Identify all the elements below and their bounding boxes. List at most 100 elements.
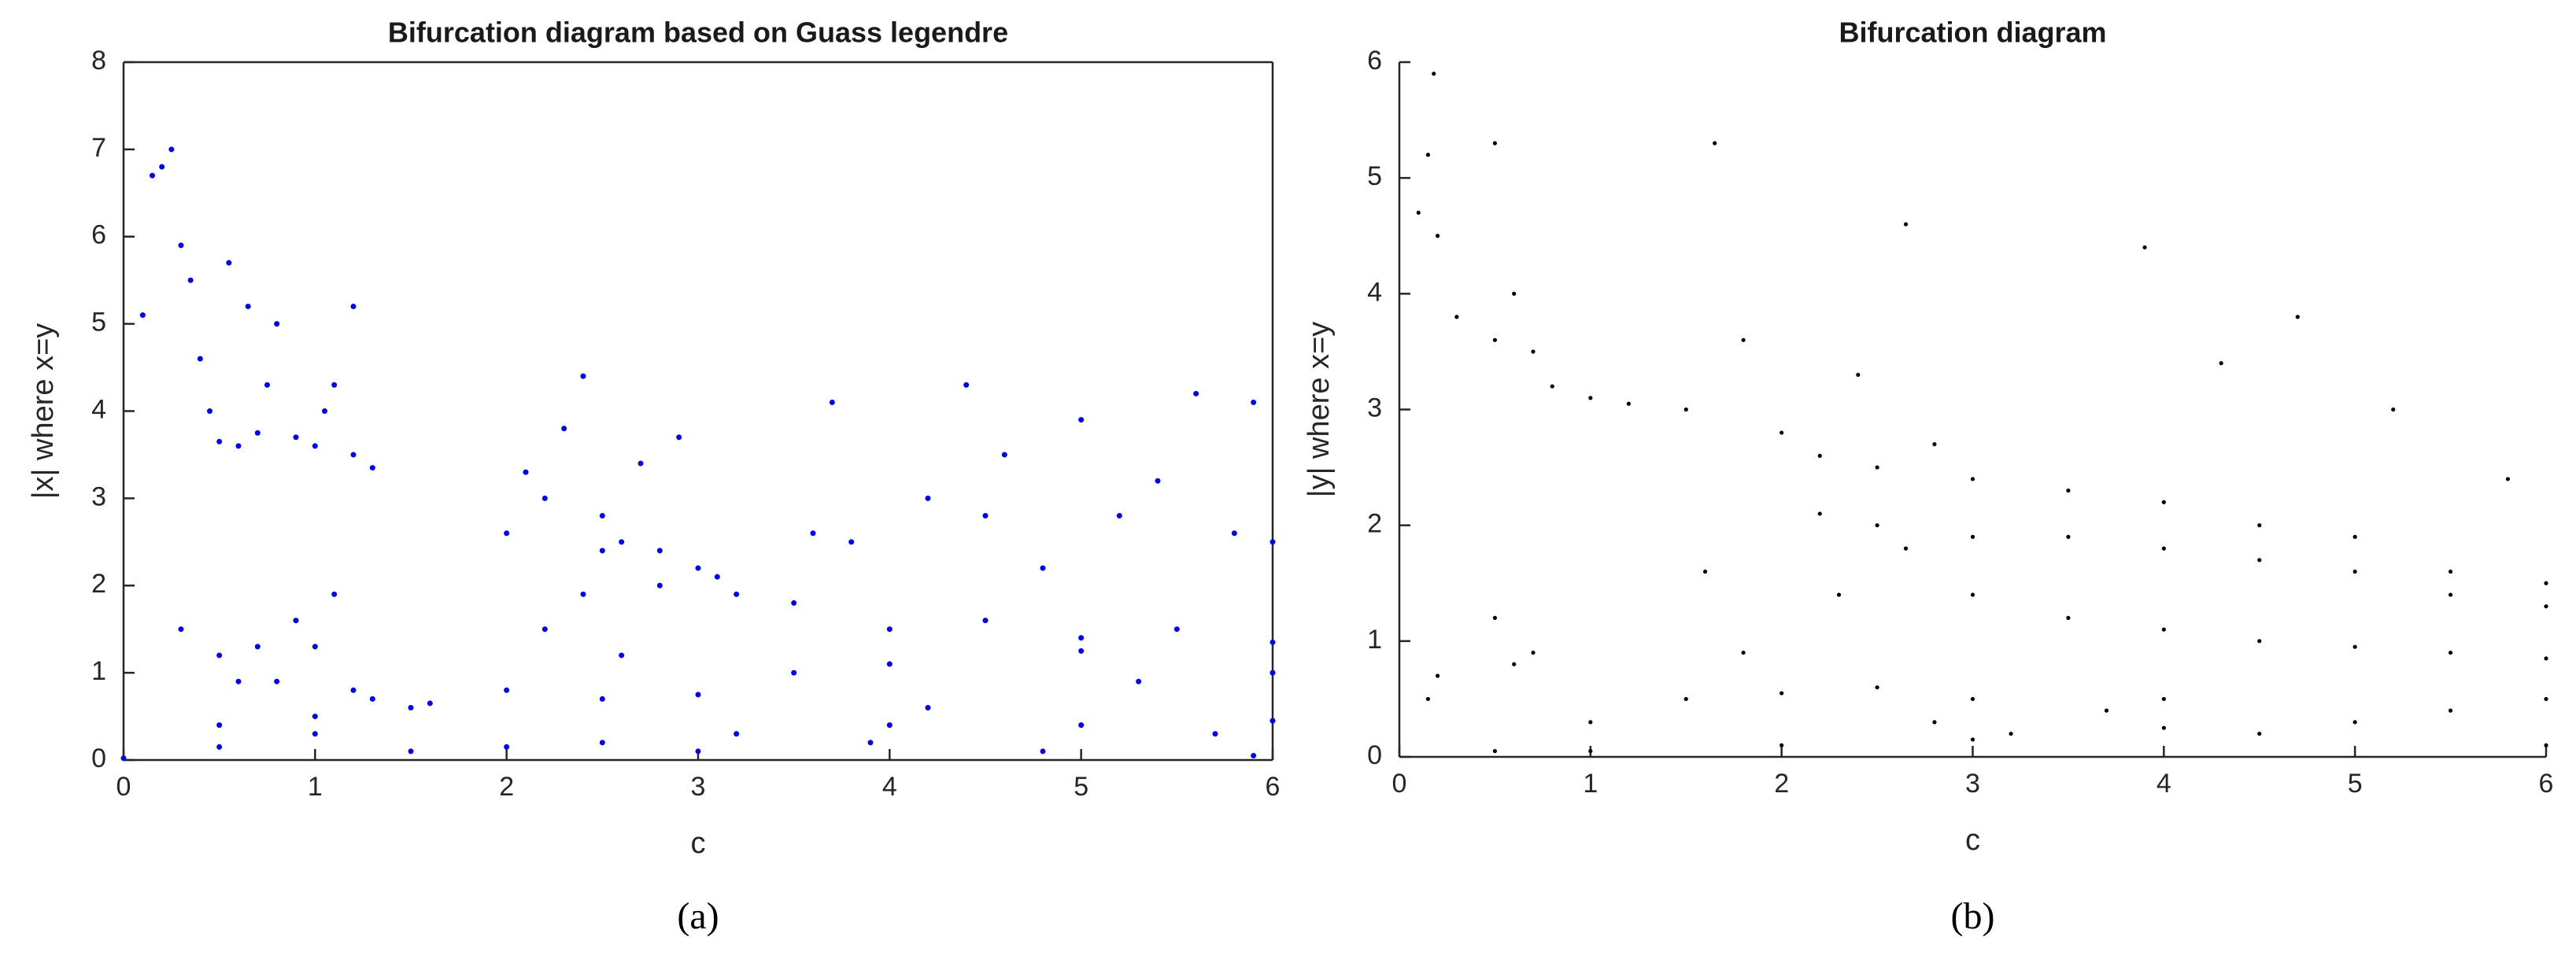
point: [2295, 315, 2300, 319]
point: [2391, 407, 2396, 412]
point: [580, 591, 586, 597]
point: [2544, 743, 2548, 747]
x-tick-label: 4: [2157, 769, 2171, 799]
point: [293, 618, 299, 624]
x-tick-label: 0: [116, 772, 131, 802]
point: [1078, 635, 1085, 641]
x-tick-label: 2: [499, 772, 514, 802]
point: [235, 678, 242, 684]
point: [1903, 222, 1909, 227]
point: [695, 692, 701, 698]
point: [1531, 349, 1536, 354]
point: [2104, 708, 2109, 713]
point: [254, 430, 261, 436]
y-tick-label: 5: [91, 308, 106, 338]
point: [2066, 488, 2071, 493]
point: [1212, 731, 1218, 737]
point: [714, 574, 720, 580]
y-tick-label: 2: [91, 569, 106, 599]
point: [656, 548, 663, 554]
point: [599, 548, 605, 554]
point: [1040, 748, 1046, 755]
point: [2505, 477, 2511, 482]
point: [619, 539, 625, 545]
point: [1116, 513, 1122, 519]
y-tick-label: 4: [1367, 277, 1382, 307]
point: [1270, 639, 1276, 645]
point: [187, 277, 194, 283]
point: [2544, 656, 2548, 661]
point: [1492, 141, 1498, 146]
point: [216, 652, 223, 659]
point: [2066, 615, 2071, 621]
point: [1512, 662, 1517, 666]
point: [504, 530, 510, 537]
point: [963, 382, 970, 388]
point: [120, 755, 127, 762]
point: [1836, 592, 1842, 597]
point: [791, 600, 797, 606]
point: [1702, 569, 1708, 574]
point: [1817, 453, 1822, 458]
point: [331, 382, 338, 388]
point: [216, 722, 223, 729]
chart-title: Bifurcation diagram based on Guass legen…: [388, 17, 1008, 49]
point: [1780, 430, 1784, 435]
x-tick-label: 6: [1266, 772, 1281, 802]
y-tick-label: 3: [91, 482, 106, 511]
point: [2066, 534, 2071, 539]
point: [1588, 720, 1593, 725]
point: [1155, 478, 1161, 484]
point: [2161, 500, 2166, 504]
point: [139, 312, 146, 319]
y-tick-label: 6: [1367, 46, 1382, 76]
point: [274, 321, 280, 327]
point: [1875, 523, 1879, 528]
point: [1270, 718, 1276, 724]
point: [1432, 72, 1436, 76]
point: [1780, 691, 1784, 696]
panel: Bifurcation diagram 0 1 2 3 4 5 6 0 1 2 3 4 5 6 c |y| wh…: [1303, 17, 2553, 938]
x-tick-label: 3: [691, 772, 706, 802]
point: [1856, 372, 1861, 377]
point: [925, 495, 931, 501]
point: [1550, 384, 1554, 389]
point: [2219, 361, 2223, 366]
point: [619, 652, 625, 659]
point: [829, 399, 835, 405]
point: [1193, 390, 1199, 397]
y-tick-label: 7: [91, 133, 106, 163]
point: [369, 696, 375, 702]
point: [734, 591, 740, 597]
point: [322, 408, 327, 414]
point: [982, 513, 989, 519]
y-tick-label: 0: [1367, 740, 1382, 770]
point: [1932, 442, 1937, 447]
point: [312, 714, 318, 720]
point: [2257, 731, 2262, 736]
y-tick-label: 1: [91, 656, 106, 686]
x-tick-label: 1: [1583, 769, 1598, 799]
point: [1817, 511, 1822, 516]
point: [1078, 417, 1085, 423]
point: [561, 426, 567, 432]
point: [1136, 678, 1142, 684]
point: [523, 469, 529, 475]
point: [1932, 720, 1937, 725]
point: [599, 696, 605, 702]
point: [312, 731, 318, 737]
point: [1435, 673, 1440, 678]
point: [254, 644, 261, 650]
x-axis-label: c: [691, 827, 706, 860]
point: [350, 687, 357, 693]
point: [695, 565, 701, 571]
point: [1231, 530, 1237, 537]
point: [178, 626, 184, 633]
point: [1425, 696, 1431, 702]
point: [1040, 565, 1046, 571]
point: [982, 618, 989, 624]
x-tick-label: 5: [1074, 772, 1088, 802]
point: [1970, 737, 1975, 742]
point: [216, 438, 223, 445]
